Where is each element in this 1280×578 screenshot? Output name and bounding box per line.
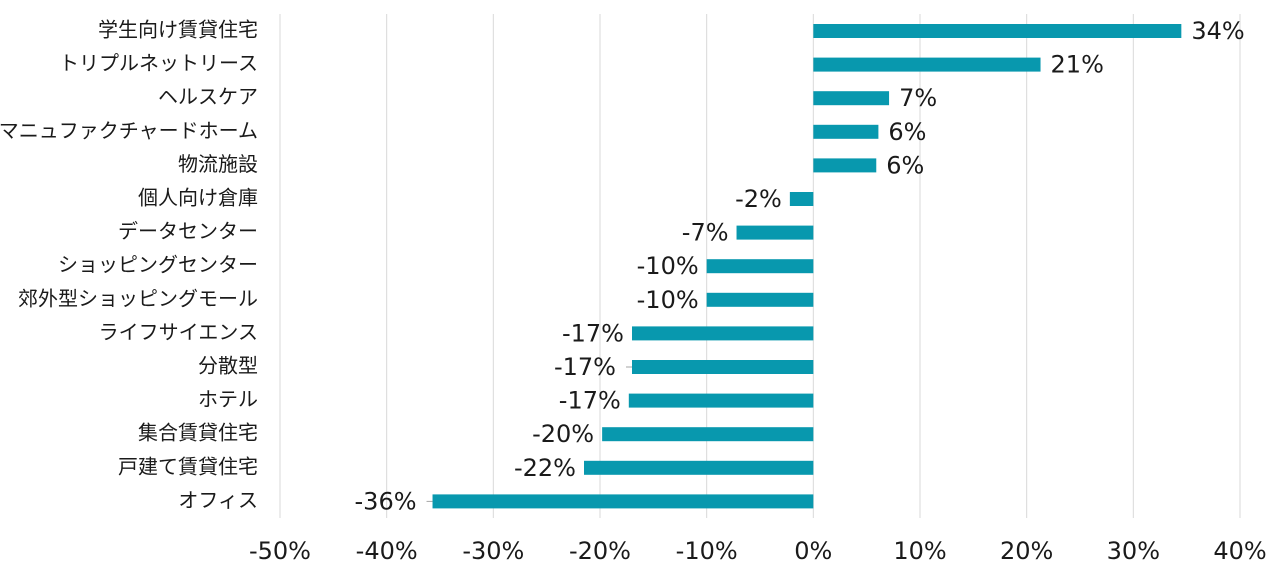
category-label: ヘルスケア [158, 85, 258, 109]
bar [813, 124, 879, 139]
category-label: ショッピングセンター [58, 253, 258, 277]
bar [584, 460, 814, 475]
bar [813, 91, 890, 106]
bar [602, 427, 814, 442]
category-label: マニュファクチャードホーム [0, 118, 258, 142]
x-tick-label: -20% [569, 537, 631, 565]
x-tick-label: 40% [1213, 537, 1266, 565]
category-label: 個人向け倉庫 [138, 186, 258, 210]
value-label: 34% [1191, 17, 1244, 45]
value-label: 6% [888, 118, 926, 146]
bar [632, 326, 814, 341]
category-label: 学生向け賃貸住宅 [98, 18, 258, 42]
category-label: データセンター [118, 219, 258, 243]
bar [813, 57, 1041, 72]
category-label: 物流施設 [178, 152, 258, 176]
bar [736, 225, 814, 240]
x-tick-label: -50% [249, 537, 311, 565]
x-tick-label: 0% [794, 537, 832, 565]
value-label: -7% [682, 219, 729, 247]
bar [813, 24, 1182, 38]
bar [706, 292, 814, 307]
category-label: トリプルネットリース [59, 51, 258, 75]
bar [789, 192, 814, 206]
value-label: -20% [532, 420, 594, 448]
category-label: 郊外型ショッピングモール [18, 286, 258, 310]
category-label: 集合賃貸住宅 [138, 421, 258, 445]
bar [813, 158, 877, 173]
category-label: 分散型 [198, 354, 258, 378]
value-label: -17% [559, 387, 621, 415]
value-label: -17% [554, 353, 616, 381]
value-labels: 34% 21% 7% 6% 6% -2%-7% -10% -10% -17% -17% -17% -2… [355, 17, 1245, 515]
value-label: -22% [514, 454, 576, 482]
bar [432, 494, 814, 509]
bar [706, 259, 814, 274]
bar [628, 393, 814, 408]
category-label: ライフサイエンス [99, 320, 258, 344]
value-label: -10% [637, 252, 699, 280]
value-label: 7% [899, 84, 937, 112]
x-tick-label: 20% [1000, 537, 1053, 565]
x-tick-label: -30% [462, 537, 524, 565]
value-label: -2% [735, 185, 782, 213]
category-labels: 学生向け賃貸住宅トリプルネットリースヘルスケアマニュファクチャードホーム物流施設… [0, 18, 258, 512]
value-label: 21% [1051, 51, 1104, 79]
value-label: -36% [355, 487, 417, 515]
x-tick-label: -10% [676, 537, 738, 565]
x-axis-tick-labels: -50% -40% -30% -20% -10% 0% 10% 20% 30% 40% [249, 537, 1267, 565]
value-label: -10% [637, 286, 699, 314]
leader-lines [426, 366, 632, 502]
category-label: 戸建て賃貸住宅 [118, 454, 258, 478]
bars [432, 24, 1182, 509]
x-tick-label: 10% [893, 537, 946, 565]
bar [632, 360, 814, 374]
category-label: オフィス [178, 488, 258, 512]
value-label: 6% [886, 151, 924, 179]
x-tick-label: -40% [356, 537, 418, 565]
value-label: -17% [562, 319, 624, 347]
category-label: ホテル [198, 387, 258, 411]
x-tick-label: 30% [1107, 537, 1160, 565]
